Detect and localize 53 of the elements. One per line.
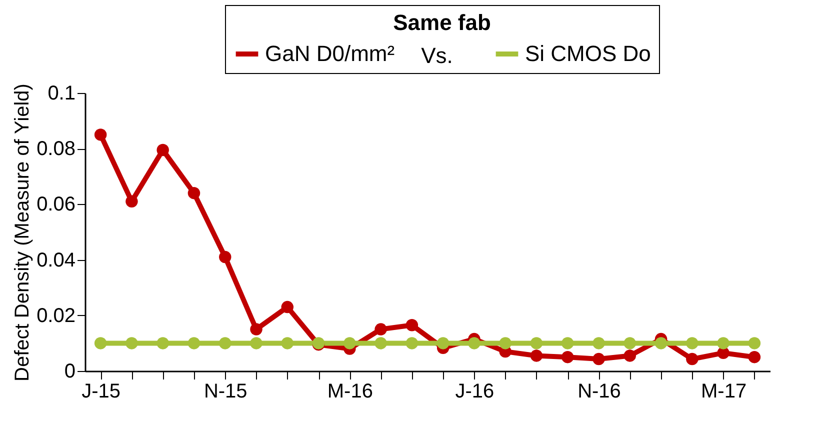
point	[530, 337, 543, 350]
x-tick-label: M-17	[701, 380, 747, 402]
y-tick-label: 0	[64, 360, 76, 382]
point	[686, 352, 698, 366]
y-tick-label: 0.02	[36, 304, 76, 327]
y-tick-label: 0.06	[36, 194, 76, 216]
point	[250, 337, 262, 350]
y-tick-label: 0.08	[36, 138, 76, 160]
point	[126, 195, 138, 208]
y-tick-label: 0.04	[36, 249, 76, 272]
point	[499, 337, 512, 350]
point	[561, 337, 574, 350]
y-axis-title: Defect Density (Measure of Yield)	[12, 84, 34, 382]
x-tick-label: J-15	[82, 380, 121, 402]
point	[218, 337, 232, 350]
point	[156, 144, 169, 156]
point	[406, 337, 418, 350]
point	[561, 350, 574, 364]
point	[436, 337, 450, 350]
point	[717, 337, 730, 350]
point	[592, 337, 605, 350]
point	[686, 337, 698, 350]
point	[374, 337, 387, 350]
x-tick-label: M-16	[327, 380, 373, 402]
x-tick-label: J-16	[455, 380, 494, 402]
y-tick-label: 0.1	[48, 82, 76, 104]
point	[624, 337, 636, 350]
point	[374, 323, 387, 336]
point	[94, 337, 107, 350]
point	[188, 186, 200, 200]
point	[592, 352, 605, 366]
point	[156, 337, 169, 350]
x-tick-label: N-15	[204, 380, 248, 402]
text: Vs.	[421, 43, 453, 68]
legend-label: GaN D0/mm²	[265, 41, 395, 66]
legend-title: Same fab	[393, 10, 491, 35]
point	[126, 337, 138, 350]
point	[188, 337, 200, 350]
point	[624, 350, 636, 362]
point	[468, 337, 480, 350]
point	[748, 337, 761, 350]
point	[281, 337, 294, 350]
point	[94, 128, 107, 141]
point	[218, 250, 232, 264]
point	[406, 319, 418, 332]
point	[748, 350, 761, 364]
point	[281, 300, 294, 314]
point	[344, 337, 356, 350]
x-tick-label: N-16	[578, 380, 621, 402]
point	[530, 350, 543, 362]
point	[250, 323, 262, 336]
point	[654, 337, 668, 350]
legend-label: Si CMOS Do	[525, 41, 651, 66]
